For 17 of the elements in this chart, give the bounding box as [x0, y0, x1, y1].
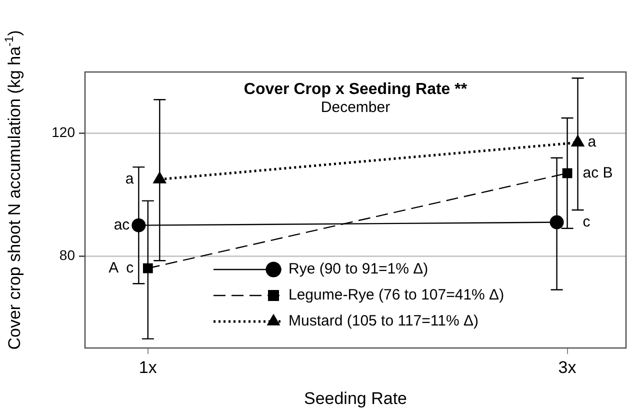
annotation: A c	[108, 259, 134, 276]
annotation: a	[588, 134, 597, 151]
y-axis-title: Cover crop shoot N accumulation (kg ha-1)	[2, 30, 24, 350]
annotation: c	[582, 213, 591, 230]
annotation: ac B	[582, 164, 613, 182]
x-tick-label: 3x	[558, 358, 577, 377]
y-tick-label: 120	[52, 124, 76, 140]
y-tick-label: 80	[59, 246, 76, 263]
legend-label: Mustard (105 to 117=11% Δ)	[288, 312, 478, 330]
annotation: a	[125, 170, 134, 188]
annotation: ac	[114, 216, 130, 234]
legend-label: Legume-Rye (76 to 107=41% Δ)	[288, 286, 504, 304]
x-tick-label: 1x	[138, 358, 158, 377]
legend-label: Rye (90 to 91=1% Δ)	[288, 260, 428, 278]
text: Cover Crop x Seeding Rate **	[244, 81, 468, 98]
x-axis-title: Seeding Rate	[304, 389, 408, 408]
text: December	[320, 99, 390, 116]
